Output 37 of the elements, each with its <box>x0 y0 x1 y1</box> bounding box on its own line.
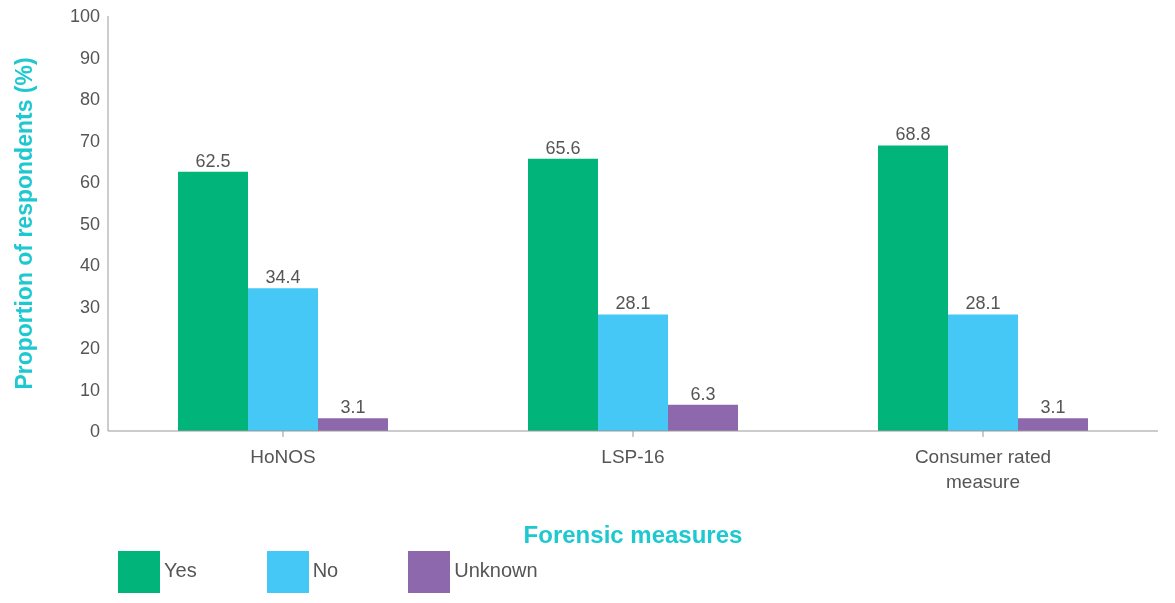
bar <box>178 171 248 431</box>
legend-label: Yes <box>164 559 197 582</box>
data-label: 6.3 <box>690 383 716 404</box>
data-label: 3.1 <box>340 397 366 418</box>
x-axis-title: Forensic measures <box>523 521 743 548</box>
bar <box>668 404 738 431</box>
y-tick-label: 20 <box>79 338 100 359</box>
legend-label: Unknown <box>454 559 538 582</box>
data-label: 28.1 <box>965 293 1001 314</box>
bar <box>1018 418 1088 431</box>
bar <box>318 418 388 431</box>
y-tick-label: 70 <box>79 130 100 151</box>
bar <box>948 314 1018 431</box>
data-label: 68.8 <box>895 124 931 145</box>
data-label: 3.1 <box>1040 397 1066 418</box>
y-tick-label: 0 <box>89 421 100 442</box>
y-tick-label: 60 <box>79 172 100 193</box>
bar <box>528 158 598 431</box>
data-label: 28.1 <box>615 293 651 314</box>
y-axis-title: Proportion of respondents (%) <box>11 57 38 390</box>
x-tick-label: HoNOS <box>250 446 316 467</box>
y-tick-label: 30 <box>79 296 100 317</box>
legend-label: No <box>312 559 339 582</box>
y-tick-label: 90 <box>79 47 100 68</box>
y-tick-label: 10 <box>79 379 100 400</box>
y-tick-label: 80 <box>79 89 100 110</box>
y-tick-label: 50 <box>79 213 100 234</box>
bar <box>878 145 948 431</box>
x-tick-label: Consumer rated measure <box>914 446 1052 492</box>
bar <box>248 288 318 431</box>
data-label: 65.6 <box>545 137 581 158</box>
x-tick-label: LSP-16 <box>601 446 665 467</box>
bar <box>598 314 668 431</box>
data-label: 62.5 <box>195 150 231 171</box>
y-tick-label: 100 <box>69 6 100 27</box>
data-label: 34.4 <box>265 267 301 288</box>
y-tick-label: 40 <box>79 255 100 276</box>
